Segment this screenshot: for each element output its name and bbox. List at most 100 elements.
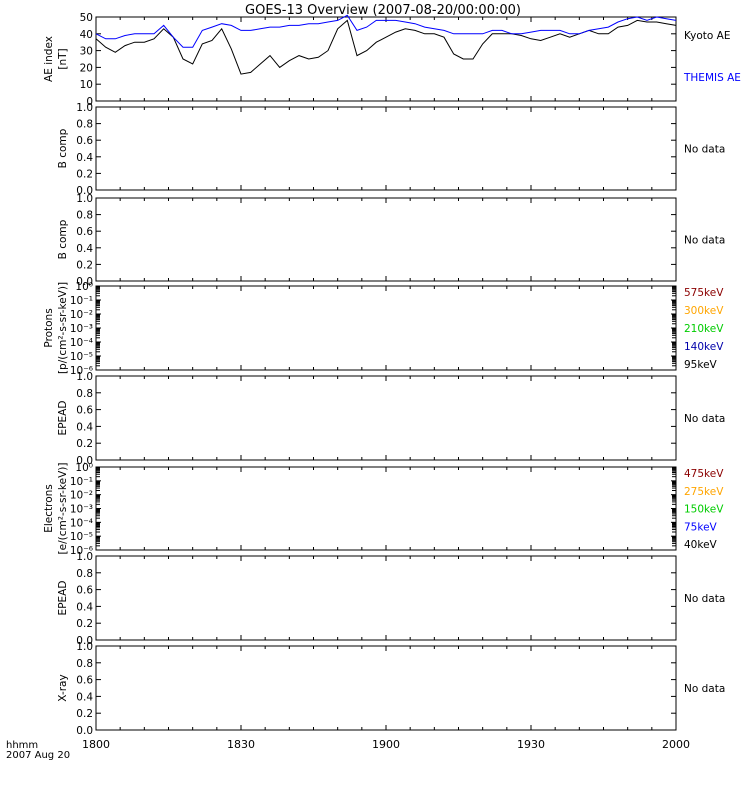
y-tick-label: 0.4 [76,152,93,164]
y-tick-label: 10⁻³ [70,504,93,516]
legend-entry: 475keV [684,468,724,480]
legend-entry: Kyoto AE [684,30,730,42]
panel-frame [95,466,677,551]
panel-2: 0.0 0.2 0.4 0.6 0.8 1.0 B comp No data [57,102,725,197]
legend-entry: 210keV [684,323,724,335]
panel-3: 0.0 0.2 0.4 0.6 0.8 1.0 B comp No data [57,193,725,288]
panel-frame [95,197,677,282]
y-axis-units: [e/(cm²-s-sr-keV)] [57,463,69,555]
y-tick-label: 0 [86,96,93,108]
legend-entry: 275keV [684,486,724,498]
y-tick-label: 0.4 [76,691,93,703]
y-tick-label: 0.2 [76,259,93,271]
series-line [95,14,677,48]
y-tick-label: 10⁻⁶ [70,365,93,377]
y-tick-label: 10⁻² [70,309,93,321]
panel-8: 0.0 0.2 0.4 0.6 0.8 1.0 X-ray No data [57,641,725,737]
y-tick-label: 10⁻⁵ [70,531,93,543]
panel-1: 0 10 20 30 40 50 AE index [nT] Kyoto AE THEMIS AE [43,12,741,108]
y-tick-label: 0.4 [76,243,93,255]
panel-frame [95,285,677,371]
no-data-label: No data [684,683,725,695]
panel-5: 0.0 0.2 0.4 0.6 0.8 1.0 EPEAD No data [57,371,725,467]
y-axis-title: AE index [43,36,55,82]
y-axis-title: B comp [57,219,69,259]
y-tick-label: 0.2 [76,708,93,720]
y-axis-title: EPEAD [57,401,69,436]
y-tick-label: 1.0 [76,641,93,653]
y-tick-label: 10⁻¹ [70,476,93,488]
panel-frame [95,645,677,731]
y-tick-label: 0.0 [76,455,93,467]
legend-entry: 575keV [684,287,724,299]
y-tick-label: 0.0 [76,276,93,288]
y-tick-label: 10⁻⁴ [70,337,93,349]
y-tick-label: 0.8 [76,388,93,400]
y-tick-label: 50 [80,12,93,24]
panel-frame [95,555,677,641]
y-tick-label: 0.8 [76,658,93,670]
legend-entry: 300keV [684,305,724,317]
x-axis-date-label: 2007 Aug 20 [6,750,70,761]
y-tick-label: 10⁻¹ [70,295,93,307]
time-axis: 1800 1830 1900 1930 2000 hhmm 2007 Aug 2… [6,738,690,761]
panel-frame [95,375,677,461]
y-tick-label: 30 [80,46,93,58]
y-tick-label: 0.0 [76,725,93,737]
y-tick-label: 0.6 [76,675,93,687]
legend-entry: THEMIS AE [683,72,741,84]
y-tick-label: 0.4 [76,601,93,613]
y-axis-title: Protons [43,308,55,347]
y-tick-label: 20 [80,62,93,74]
figure-title: GOES-13 Overview (2007-08-20/00:00:00) [245,3,521,18]
x-tick-label: 2000 [662,738,690,751]
no-data-label: No data [684,413,725,425]
legend-entry: 95keV [684,359,718,371]
y-tick-label: 10 [80,79,93,91]
y-tick-label: 0.4 [76,421,93,433]
y-tick-label: 10⁰ [75,281,93,293]
y-tick-label: 0.6 [76,226,93,238]
y-tick-label: 0.0 [76,185,93,197]
y-tick-label: 0.2 [76,168,93,180]
y-tick-label: 40 [80,29,93,41]
panel-6: 10⁻⁶ 10⁻⁵ 10⁻⁴10⁻³ 10⁻² 10⁻¹ 10⁰ Electrons [e/(… [43,462,724,557]
y-tick-label: 1.0 [76,193,93,205]
legend-entry: 150keV [684,504,724,516]
y-tick-label: 10⁻³ [70,323,93,335]
y-tick-label: 0.6 [76,135,93,147]
x-tick-label: 1800 [82,738,110,751]
y-axis-title: Electrons [43,484,55,533]
legend-entry: 140keV [684,341,724,353]
y-tick-label: 10⁻⁵ [70,351,93,363]
y-tick-label: 0.2 [76,438,93,450]
y-tick-label: 10⁻⁶ [70,545,93,557]
x-tick-label: 1830 [227,738,255,751]
y-tick-label: 0.8 [76,568,93,580]
y-tick-label: 0.6 [76,585,93,597]
x-tick-label: 1930 [517,738,545,751]
x-tick-label: 1900 [372,738,400,751]
panel-frame [95,106,677,191]
legend-entry: 75keV [684,521,718,533]
no-data-label: No data [684,593,725,605]
y-tick-label: 1.0 [76,551,93,563]
legend-entry: 40keV [684,539,718,551]
panels-group: 0 10 20 30 40 50 AE index [nT] Kyoto AE THEMIS AE… [43,12,741,737]
y-axis-title: X-ray [57,674,69,701]
y-tick-label: 0.8 [76,210,93,222]
y-axis-title: B comp [57,128,69,168]
y-axis-title: EPEAD [57,581,69,616]
no-data-label: No data [684,235,725,247]
panel-7: 0.0 0.2 0.4 0.6 0.8 1.0 EPEAD No data [57,551,725,647]
x-axis-corner-label: hhmm [6,740,38,751]
y-tick-label: 10⁻⁴ [70,517,93,529]
y-tick-label: 0.8 [76,119,93,131]
y-axis-units: [nT] [57,48,69,69]
y-axis-units: [p/(cm²-s-sr-keV)] [57,282,69,374]
no-data-label: No data [684,144,725,156]
y-tick-label: 0.2 [76,618,93,630]
y-tick-label: 0.6 [76,405,93,417]
y-tick-label: 1.0 [76,371,93,383]
